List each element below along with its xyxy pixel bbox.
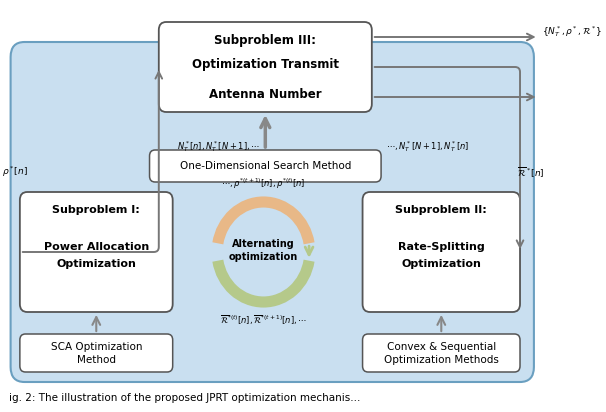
Text: Optimization: Optimization — [401, 259, 481, 269]
Circle shape — [228, 214, 299, 290]
Text: SCA Optimization: SCA Optimization — [50, 342, 142, 352]
Text: Optimization Methods: Optimization Methods — [384, 355, 499, 365]
Text: Optimization: Optimization — [56, 259, 136, 269]
FancyBboxPatch shape — [150, 150, 381, 182]
Text: One-Dimensional Search Method: One-Dimensional Search Method — [179, 161, 351, 171]
Text: optimization: optimization — [229, 252, 298, 262]
Text: Subproblem I:: Subproblem I: — [52, 205, 140, 215]
FancyBboxPatch shape — [159, 22, 372, 112]
Text: Rate-Splitting: Rate-Splitting — [398, 242, 485, 252]
Text: Subproblem II:: Subproblem II: — [395, 205, 487, 215]
Text: Alternating: Alternating — [232, 239, 295, 249]
Text: Antenna Number: Antenna Number — [209, 87, 322, 101]
FancyBboxPatch shape — [10, 42, 534, 382]
Text: Convex & Sequential: Convex & Sequential — [387, 342, 496, 352]
Text: Subproblem III:: Subproblem III: — [215, 33, 316, 47]
Text: $\rho^*[n]$: $\rho^*[n]$ — [2, 165, 28, 179]
Text: ig. 2: The illustration of the proposed JPRT optimization mechanis...: ig. 2: The illustration of the proposed … — [8, 393, 360, 403]
Text: $\overline{\mathcal{R}}^*[n]$: $\overline{\mathcal{R}}^*[n]$ — [518, 165, 545, 179]
FancyBboxPatch shape — [362, 192, 520, 312]
Text: $\cdots, N_T^*[N+1], N_T^*[n]$: $\cdots, N_T^*[N+1], N_T^*[n]$ — [385, 140, 469, 154]
Text: $\overline{\mathcal{R}}^{*(t)}[n], \overline{\mathcal{R}}^{*(t+1)}[n], \cdots$: $\overline{\mathcal{R}}^{*(t)}[n], \over… — [220, 313, 307, 327]
Text: Method: Method — [77, 355, 116, 365]
FancyBboxPatch shape — [20, 192, 173, 312]
Text: $\cdots, \rho^{*(t+1)}[n], \rho^{*(t)}[n]$: $\cdots, \rho^{*(t+1)}[n], \rho^{*(t)}[n… — [221, 177, 305, 191]
Text: Power Allocation: Power Allocation — [44, 242, 149, 252]
FancyBboxPatch shape — [362, 334, 520, 372]
FancyBboxPatch shape — [20, 334, 173, 372]
Text: Optimization Transmit: Optimization Transmit — [192, 58, 339, 70]
Text: $N_T^*[n], N_T^*[N+1], \cdots$: $N_T^*[n], N_T^*[N+1], \cdots$ — [178, 140, 261, 154]
Text: $\{N_T^*, \rho^*, \mathcal{R}^*\}$: $\{N_T^*, \rho^*, \mathcal{R}^*\}$ — [542, 25, 603, 40]
